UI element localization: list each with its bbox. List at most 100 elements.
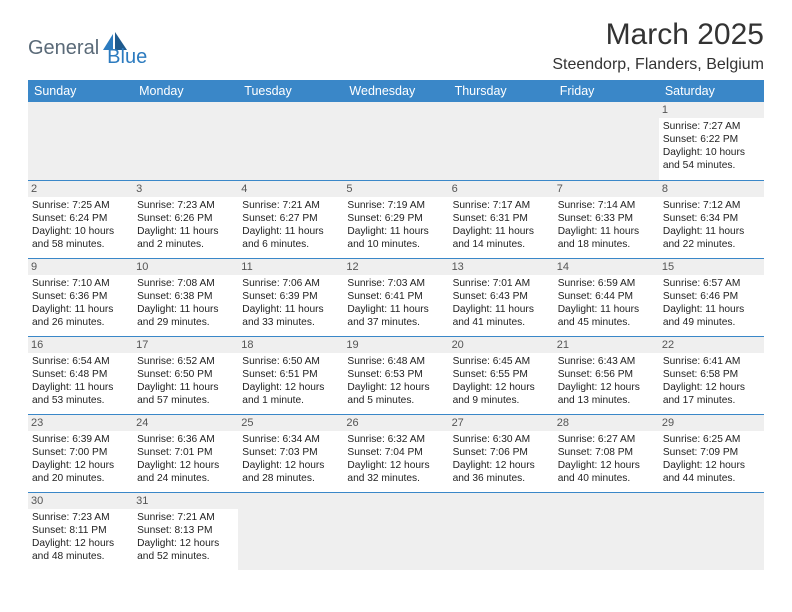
weekday-header-row: Sunday Monday Tuesday Wednesday Thursday… [28,80,764,102]
sunset-text: Sunset: 6:41 PM [347,290,444,303]
daylight-text: Daylight: 12 hours and 28 minutes. [242,459,339,485]
sunset-text: Sunset: 7:09 PM [663,446,760,459]
calendar-cell: 5Sunrise: 7:19 AMSunset: 6:29 PMDaylight… [343,180,448,258]
day-number: 15 [659,259,764,275]
sunrise-text: Sunrise: 6:48 AM [347,355,444,368]
sunset-text: Sunset: 6:50 PM [137,368,234,381]
sunset-text: Sunset: 6:51 PM [242,368,339,381]
sunset-text: Sunset: 7:03 PM [242,446,339,459]
sunset-text: Sunset: 6:56 PM [558,368,655,381]
calendar-cell: 18Sunrise: 6:50 AMSunset: 6:51 PMDayligh… [238,336,343,414]
calendar-cell [238,492,343,570]
sunset-text: Sunset: 8:11 PM [32,524,129,537]
day-number: 10 [133,259,238,275]
sunrise-text: Sunrise: 6:34 AM [242,433,339,446]
sunrise-text: Sunrise: 7:23 AM [32,511,129,524]
sunrise-text: Sunrise: 7:03 AM [347,277,444,290]
sunrise-text: Sunrise: 6:45 AM [453,355,550,368]
daylight-text: Daylight: 11 hours and 33 minutes. [242,303,339,329]
sunset-text: Sunset: 6:38 PM [137,290,234,303]
calendar-cell: 7Sunrise: 7:14 AMSunset: 6:33 PMDaylight… [554,180,659,258]
calendar-row: 9Sunrise: 7:10 AMSunset: 6:36 PMDaylight… [28,258,764,336]
calendar-cell: 16Sunrise: 6:54 AMSunset: 6:48 PMDayligh… [28,336,133,414]
sunset-text: Sunset: 8:13 PM [137,524,234,537]
day-number: 24 [133,415,238,431]
logo-text-general: General [28,37,99,60]
calendar-cell: 9Sunrise: 7:10 AMSunset: 6:36 PMDaylight… [28,258,133,336]
calendar-cell [28,102,133,180]
sunset-text: Sunset: 6:22 PM [663,133,760,146]
calendar-cell: 31Sunrise: 7:21 AMSunset: 8:13 PMDayligh… [133,492,238,570]
day-number: 3 [133,181,238,197]
sunrise-text: Sunrise: 7:14 AM [558,199,655,212]
sunset-text: Sunset: 7:04 PM [347,446,444,459]
day-number: 12 [343,259,448,275]
daylight-text: Daylight: 11 hours and 37 minutes. [347,303,444,329]
weekday-header: Tuesday [238,80,343,102]
sunrise-text: Sunrise: 7:08 AM [137,277,234,290]
daylight-text: Daylight: 12 hours and 13 minutes. [558,381,655,407]
daylight-text: Daylight: 12 hours and 5 minutes. [347,381,444,407]
calendar-cell [343,492,448,570]
calendar-cell [449,102,554,180]
day-number: 14 [554,259,659,275]
daylight-text: Daylight: 11 hours and 49 minutes. [663,303,760,329]
sunrise-text: Sunrise: 6:39 AM [32,433,129,446]
sunset-text: Sunset: 6:48 PM [32,368,129,381]
sunset-text: Sunset: 6:58 PM [663,368,760,381]
calendar-cell: 29Sunrise: 6:25 AMSunset: 7:09 PMDayligh… [659,414,764,492]
calendar-cell: 25 Sunrise: 6:34 AMSunset: 7:03 PMDayligh… [238,414,343,492]
day-number: 11 [238,259,343,275]
location: Steendorp, Flanders, Belgium [552,56,764,74]
day-number: 9 [28,259,133,275]
calendar-cell: 14Sunrise: 6:59 AMSunset: 6:44 PMDayligh… [554,258,659,336]
calendar-cell [554,492,659,570]
sunrise-text: Sunrise: 7:19 AM [347,199,444,212]
sunrise-text: Sunrise: 7:01 AM [453,277,550,290]
calendar-cell: 8Sunrise: 7:12 AMSunset: 6:34 PMDaylight… [659,180,764,258]
weekday-header: Friday [554,80,659,102]
sunset-text: Sunset: 7:01 PM [137,446,234,459]
calendar-table: Sunday Monday Tuesday Wednesday Thursday… [28,80,764,570]
calendar-cell: 3Sunrise: 7:23 AMSunset: 6:26 PMDaylight… [133,180,238,258]
daylight-text: Daylight: 12 hours and 36 minutes. [453,459,550,485]
sunrise-text: Sunrise: 7:17 AM [453,199,550,212]
day-number: 19 [343,337,448,353]
calendar-row: 1Sunrise: 7:27 AMSunset: 6:22 PMDaylight… [28,102,764,180]
weekday-header: Thursday [449,80,554,102]
day-number: 5 [343,181,448,197]
day-number: 25 [238,415,343,431]
daylight-text: Daylight: 12 hours and 52 minutes. [137,537,234,563]
month-title: March 2025 [552,18,764,52]
daylight-text: Daylight: 11 hours and 29 minutes. [137,303,234,329]
calendar-cell: 1Sunrise: 7:27 AMSunset: 6:22 PMDaylight… [659,102,764,180]
calendar-cell: 2Sunrise: 7:25 AMSunset: 6:24 PMDaylight… [28,180,133,258]
sunrise-text: Sunrise: 7:21 AM [242,199,339,212]
daylight-text: Daylight: 12 hours and 32 minutes. [347,459,444,485]
daylight-text: Daylight: 11 hours and 53 minutes. [32,381,129,407]
sunrise-text: Sunrise: 6:59 AM [558,277,655,290]
day-number: 26 [343,415,448,431]
calendar-cell: 26Sunrise: 6:32 AMSunset: 7:04 PMDayligh… [343,414,448,492]
day-number: 30 [28,493,133,509]
sunrise-text: Sunrise: 6:57 AM [663,277,760,290]
day-number: 27 [449,415,554,431]
day-number: 17 [133,337,238,353]
sunrise-text: Sunrise: 7:21 AM [137,511,234,524]
calendar-cell: 12 Sunrise: 7:03 AMSunset: 6:41 PMDayligh… [343,258,448,336]
sunset-text: Sunset: 6:36 PM [32,290,129,303]
daylight-text: Daylight: 11 hours and 2 minutes. [137,225,234,251]
day-number: 6 [449,181,554,197]
calendar-cell: 4Sunrise: 7:21 AMSunset: 6:27 PMDaylight… [238,180,343,258]
daylight-text: Daylight: 12 hours and 24 minutes. [137,459,234,485]
weekday-header: Wednesday [343,80,448,102]
weekday-header: Sunday [28,80,133,102]
sunset-text: Sunset: 7:00 PM [32,446,129,459]
sunset-text: Sunset: 6:34 PM [663,212,760,225]
calendar-cell: 17Sunrise: 6:52 AMSunset: 6:50 PMDayligh… [133,336,238,414]
calendar-cell [659,492,764,570]
daylight-text: Daylight: 12 hours and 17 minutes. [663,381,760,407]
calendar-cell [343,102,448,180]
daylight-text: Daylight: 11 hours and 18 minutes. [558,225,655,251]
sunrise-text: Sunrise: 6:36 AM [137,433,234,446]
